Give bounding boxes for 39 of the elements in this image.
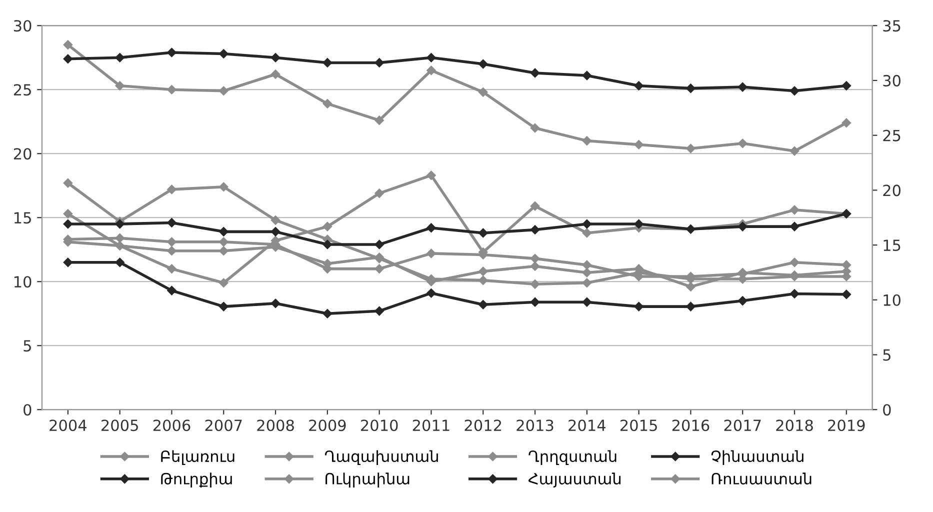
- y-tick-label: 10: [14, 276, 32, 288]
- x-tick-label: 2018: [776, 420, 813, 432]
- y2-tick-label: 5: [883, 349, 890, 361]
- y2-tick-label: 0: [883, 404, 891, 416]
- y2-tick-label: 10: [884, 294, 901, 306]
- y-tick-label: 20: [14, 148, 32, 160]
- x-tick-label: 2011: [412, 420, 450, 432]
- x-tick-label: 2016: [672, 420, 710, 432]
- legend-label: Չինաստան: [711, 450, 804, 466]
- x-tick-label: 2007: [205, 420, 242, 432]
- x-tick-label: 2015: [620, 420, 657, 432]
- x-tick-label: 2017: [724, 420, 761, 432]
- y2-tick-label: 25: [883, 130, 900, 142]
- y2-tick-label: 30: [883, 74, 901, 86]
- x-tick-label: 2014: [568, 420, 606, 432]
- y-tick-label: 25: [14, 84, 31, 96]
- x-tick-label: 2004: [50, 420, 87, 432]
- y-tick-label: 30: [14, 20, 32, 32]
- x-tick-label: 2012: [464, 420, 502, 432]
- legend-label: Թուրքիա: [161, 472, 232, 488]
- y2-tick-label: 20: [883, 184, 901, 196]
- legend-label: Ռուսաստան: [712, 472, 812, 484]
- y2-tick-label: 15: [884, 240, 900, 252]
- y-tick-label: 15: [14, 212, 31, 224]
- x-tick-label: 2006: [153, 420, 190, 432]
- legend-label: Ղրղզստան: [528, 450, 616, 466]
- x-tick-label: 2019: [828, 420, 865, 432]
- y2-tick-label: 35: [883, 20, 900, 32]
- x-tick-label: 2013: [516, 420, 554, 432]
- y-tick-label: 5: [24, 340, 31, 352]
- x-tick-label: 2010: [361, 420, 398, 432]
- legend-label: Հայաստան: [528, 472, 620, 488]
- legend-label: Ղազախստան: [324, 450, 438, 466]
- x-tick-label: 2005: [102, 420, 138, 432]
- legend-label: Բելառուս: [161, 450, 234, 466]
- legend-label: Ուկրաինա: [326, 472, 410, 488]
- x-tick-label: 2009: [309, 420, 346, 432]
- x-tick-label: 2008: [257, 420, 294, 432]
- y-tick-label: 0: [24, 404, 32, 416]
